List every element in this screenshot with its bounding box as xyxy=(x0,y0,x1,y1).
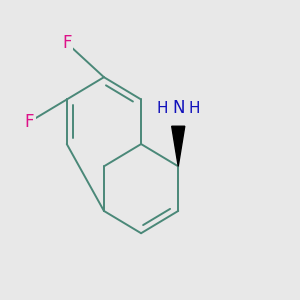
Text: F: F xyxy=(25,113,34,131)
Text: N: N xyxy=(172,99,184,117)
Text: F: F xyxy=(62,34,71,52)
Polygon shape xyxy=(172,126,185,166)
Text: H: H xyxy=(189,101,200,116)
Text: H: H xyxy=(156,101,168,116)
